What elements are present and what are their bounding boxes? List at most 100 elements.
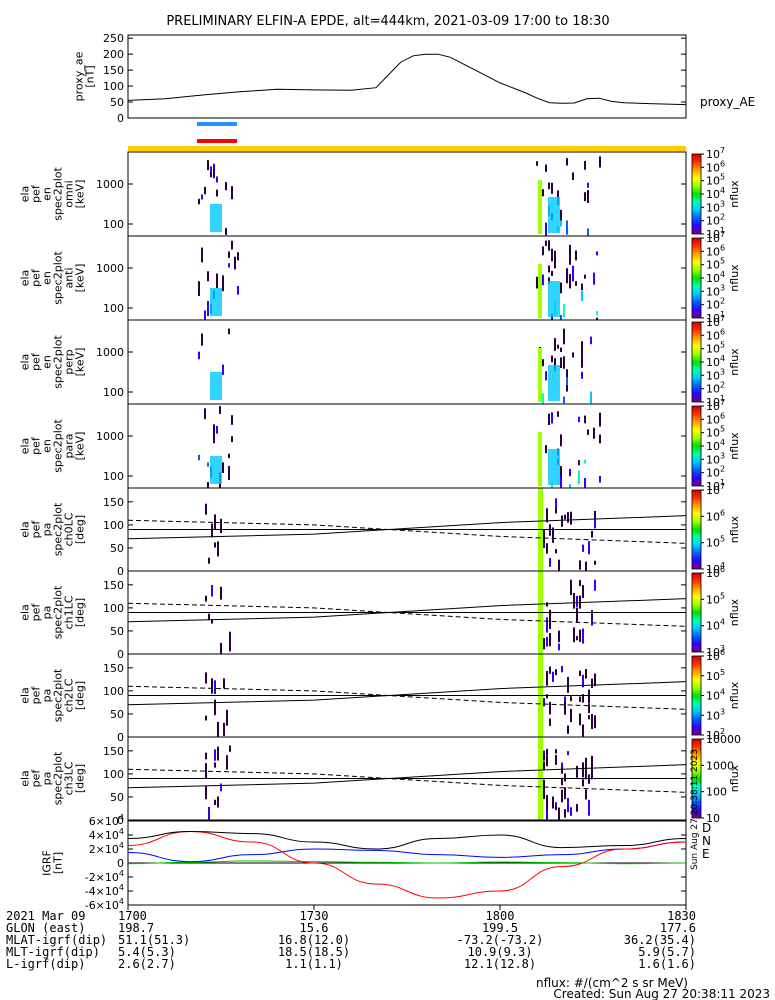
spectral-pixel [587, 429, 589, 435]
spectral-pixel [563, 328, 565, 345]
spectral-band [538, 264, 542, 318]
y-tick-label: 100 [103, 768, 124, 781]
colorbar-tick-label: 106 [706, 565, 725, 580]
spectral-pixel [228, 328, 230, 335]
ylabel-line: [deg] [74, 764, 87, 793]
spectral-pixel [564, 701, 566, 715]
spectral-pixel [205, 503, 207, 515]
spectral-pixel [567, 797, 569, 813]
colorbar-label: nflux [728, 598, 741, 626]
spectral-pixel [570, 708, 572, 723]
footer-value: 5.9(5.7) [638, 945, 696, 959]
y-tick-label: 1000 [96, 430, 124, 443]
colorbar [691, 655, 702, 736]
spectral-pixel [545, 222, 547, 239]
ylabel-line: spec2plot [52, 668, 65, 722]
igrf-series-line [127, 830, 687, 899]
igrf-legend-label: D [702, 821, 711, 835]
spectral-pixel [593, 427, 595, 439]
spectral-pixel [588, 703, 590, 714]
spectral-pixel [217, 721, 219, 738]
ylabel-line: proxy_ae [73, 51, 86, 101]
spectral-pixel [220, 518, 222, 534]
spectral-pixel [220, 642, 222, 658]
igrf-panel: 6×1044×1042×1040-2×104-4×104-6×104IGRF[n… [41, 749, 712, 912]
spectral-pixel [587, 228, 589, 242]
ylabel-line: pa [41, 689, 54, 703]
ylabel-line: en [41, 355, 54, 369]
y-tick-label: 100 [103, 602, 124, 615]
spectral-pixel [585, 789, 587, 800]
spectral-pixel [569, 244, 571, 260]
y-tick-label: 50 [110, 96, 124, 109]
spectral-pixel [536, 161, 538, 166]
footer-row-label: MLT-igrf(dip) [6, 945, 100, 959]
ylabel-line: ela [19, 521, 32, 538]
spectral-pixel [591, 755, 593, 772]
spectral-pixel [576, 607, 578, 624]
spectral-pixel [555, 749, 557, 754]
spectral-pixel [545, 445, 547, 454]
spectral-pixel [542, 274, 544, 286]
footer-row-label: L-igrf(dip) [6, 957, 85, 971]
spectral-pixel [579, 713, 581, 726]
y-tick-label: 150 [103, 745, 124, 758]
colorbar-tick-label: 10000 [706, 733, 741, 746]
spectral-pixel [214, 749, 216, 761]
spectral-pixel [543, 638, 545, 650]
y-tick-label: 1000 [96, 178, 124, 191]
spectral-pixel [228, 466, 230, 481]
ylabel-line: pef [30, 184, 43, 203]
igrf-series-line [127, 830, 687, 850]
spectral-pixel [551, 182, 553, 194]
spectral-pixel [579, 696, 581, 703]
igrf-legend-label: E [702, 847, 710, 861]
spectral-pixel [211, 619, 213, 624]
colorbar-tick-label: 104 [706, 688, 725, 703]
colorbar [691, 153, 702, 235]
colorbar-tick-label: 105 [706, 591, 725, 606]
spectral-pixel [546, 756, 548, 764]
spectral-pixel [226, 755, 228, 770]
spectral-pixel [543, 761, 545, 771]
spectral-pixel [575, 281, 577, 286]
spectral-pixel [198, 351, 200, 360]
spectral-pixel [231, 186, 233, 200]
spectral-pixel [548, 413, 550, 425]
spectral-pixel [560, 475, 562, 489]
spectral-pixel [572, 265, 574, 282]
spectral-pixel [546, 617, 548, 633]
y-tick-label: 0 [117, 857, 124, 870]
spectral-band [548, 365, 560, 401]
spectral-pixel [549, 633, 551, 647]
spectral-pixel [222, 462, 224, 474]
spectral-pixel [581, 353, 583, 368]
spectral-pixel [198, 198, 200, 205]
spectral-pixel [560, 282, 562, 294]
spectral-pixel [204, 408, 206, 420]
spectral-pixel [560, 209, 562, 222]
spectral-pixel [214, 699, 216, 716]
spectral-pixel [581, 371, 583, 379]
spectral-pixel [213, 169, 215, 179]
spectral-pixel [581, 290, 583, 301]
colorbar [691, 321, 702, 403]
spectral-pixel [216, 273, 218, 289]
footer-value: 1830 [667, 909, 696, 923]
ylabel-line: ela [19, 270, 32, 287]
spectral-pixel [214, 542, 216, 548]
y-tick-label: 1000 [96, 262, 124, 275]
y-tick-label: 150 [103, 64, 124, 77]
y-tick-label: 100 [103, 302, 124, 315]
spectral-pixel [551, 482, 553, 492]
spectral-pixel [582, 628, 584, 644]
colorbar [691, 237, 702, 319]
spectral-pixel [558, 630, 560, 643]
spectral-pixel [594, 715, 596, 729]
spectral-pixel [552, 671, 554, 682]
colorbar-label: nflux [728, 681, 741, 709]
spectral-pixel [591, 715, 593, 725]
spectral-pixel [211, 681, 213, 689]
